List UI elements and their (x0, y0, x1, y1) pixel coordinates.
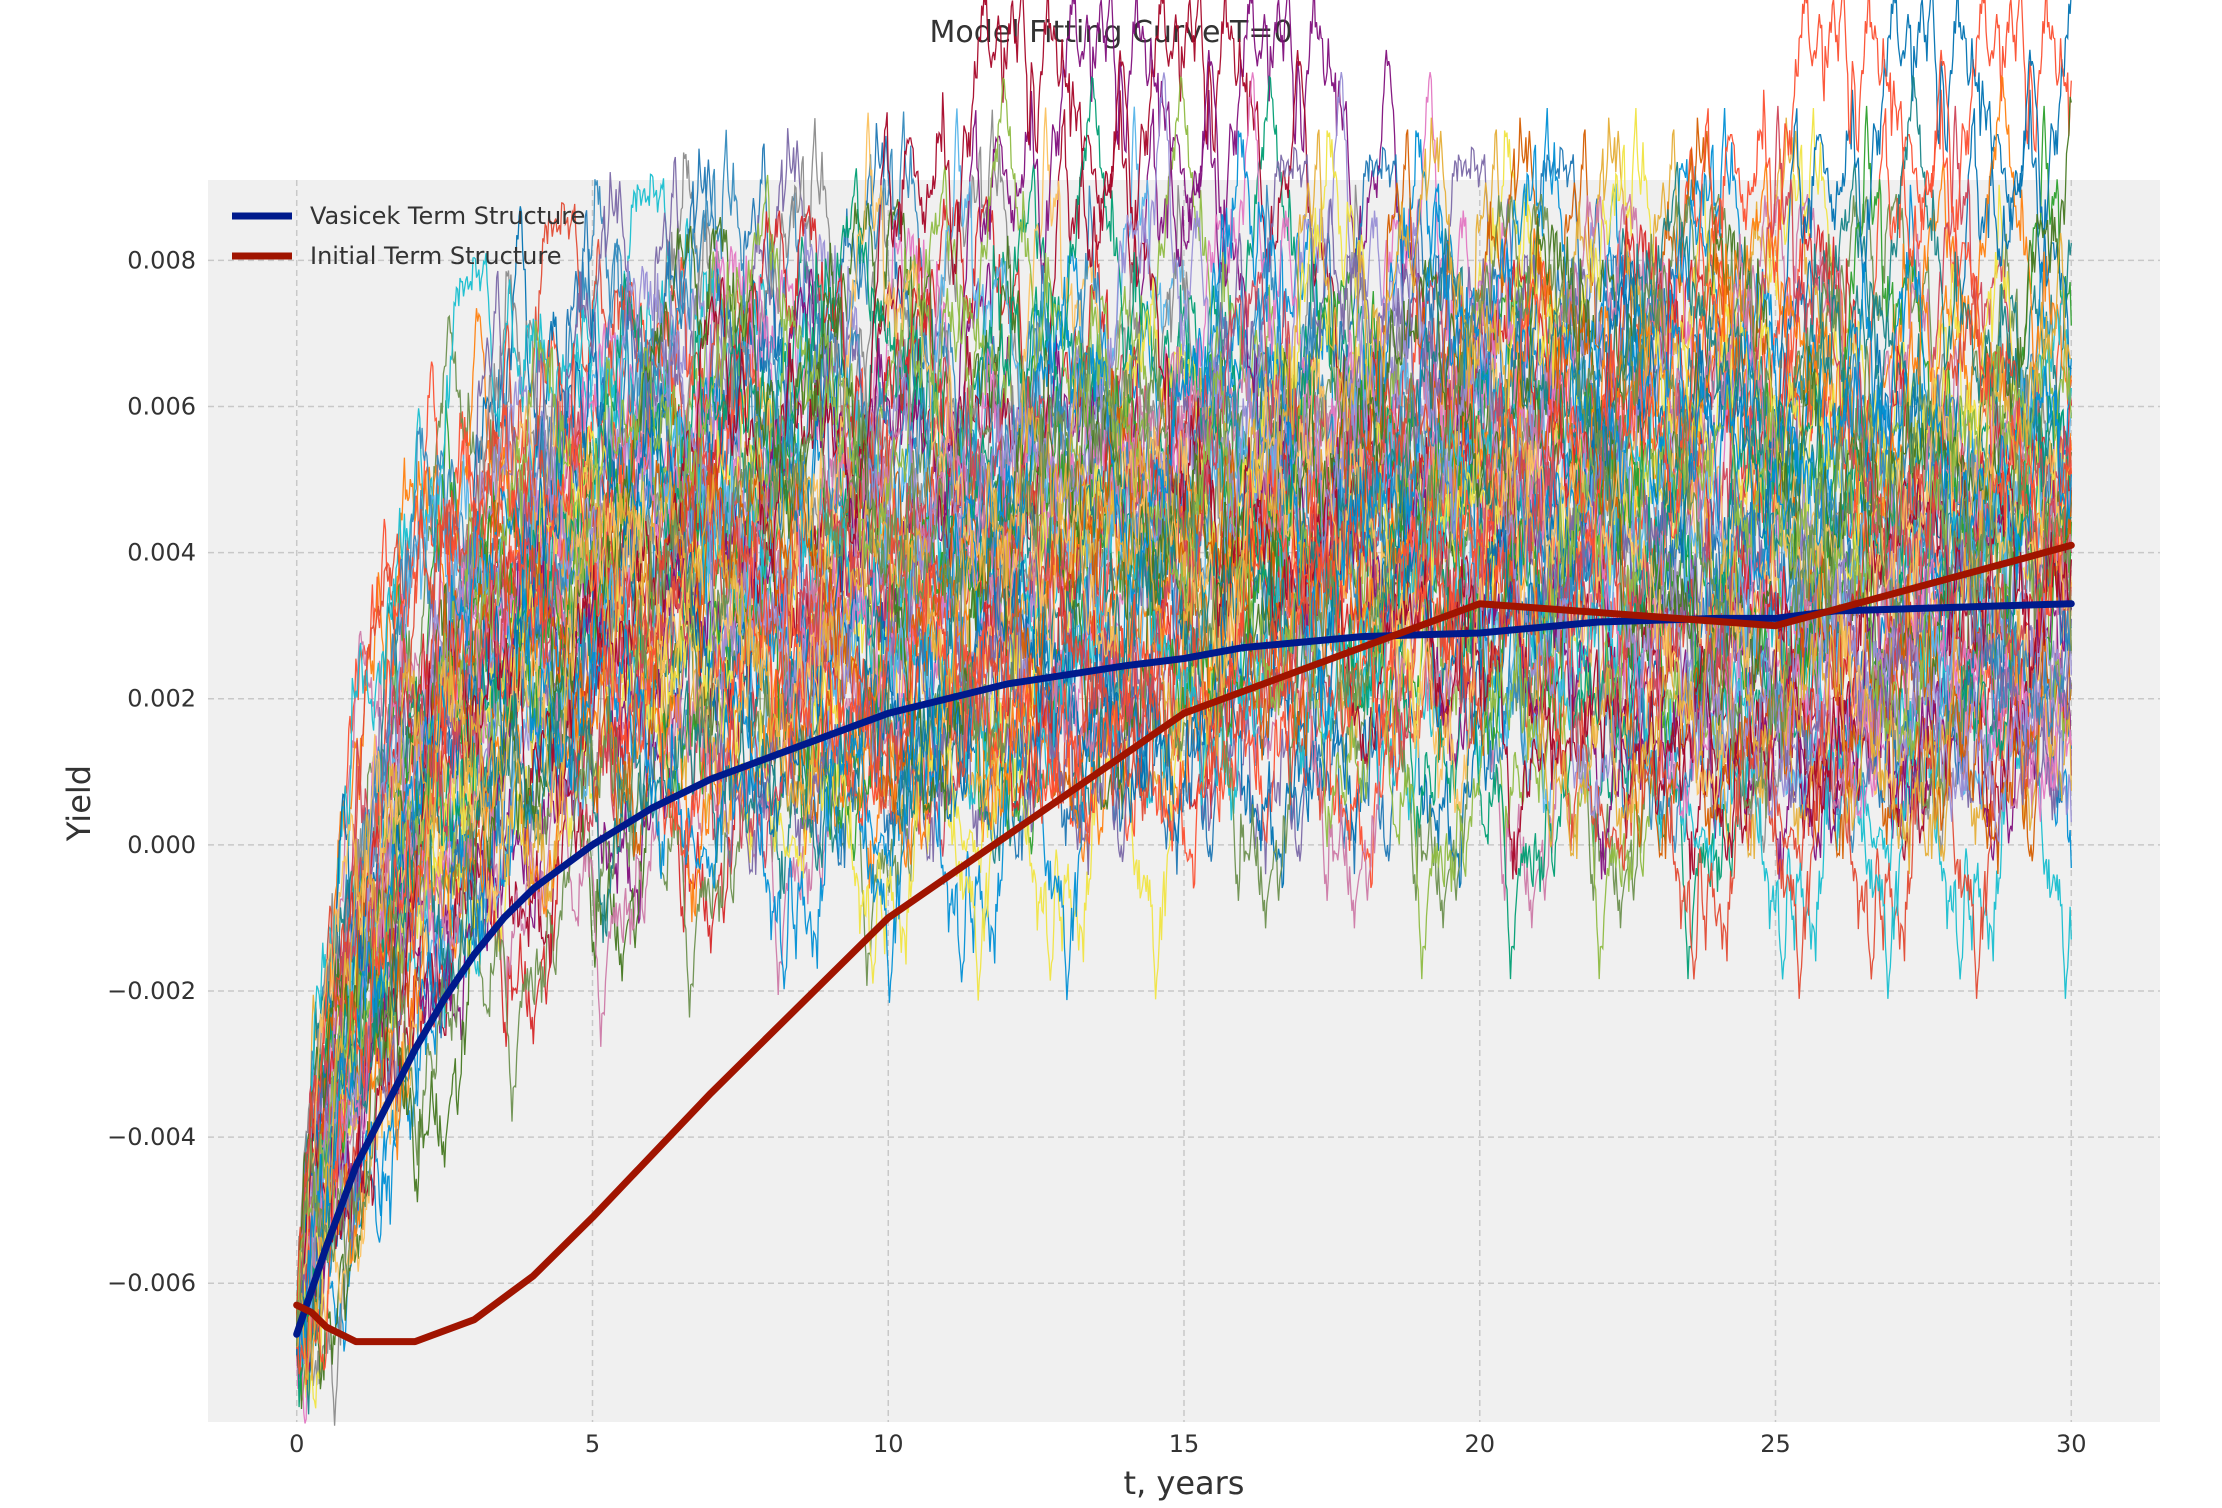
simulated-path (296, 0, 2072, 1380)
simulated-path (296, 76, 2072, 1339)
y-tick-label: −0.006 (107, 1269, 196, 1297)
y-tick-label: 0.000 (127, 831, 196, 859)
x-tick-label: 10 (873, 1430, 904, 1458)
y-tick-label: −0.004 (107, 1123, 196, 1151)
simulated-path (296, 193, 2072, 1347)
y-tick-label: 0.004 (127, 539, 196, 567)
x-tick-label: 5 (585, 1430, 600, 1458)
simulated-path (296, 253, 2072, 1343)
y-tick-label: 0.006 (127, 392, 196, 420)
y-axis-label: Yield (60, 765, 98, 842)
simulated-path (296, 202, 2072, 1347)
chart-title: Model Fitting Curve T=0 (929, 15, 1292, 50)
x-tick-label: 15 (1169, 1430, 1200, 1458)
legend-label-vasicek: Vasicek Term Structure (310, 202, 585, 230)
simulated-path (296, 107, 2072, 1362)
x-tick-label: 20 (1464, 1430, 1495, 1458)
simulated-path (296, 72, 2072, 1365)
x-tick-label: 30 (2056, 1430, 2087, 1458)
legend-label-initial: Initial Term Structure (310, 242, 561, 270)
y-tick-label: 0.002 (127, 685, 196, 713)
y-tick-label: 0.008 (127, 246, 196, 274)
x-axis-label: t, years (1124, 1464, 1245, 1502)
initial-term-structure-line (293, 541, 2075, 1346)
y-tick-label: −0.002 (107, 977, 196, 1005)
legend: Vasicek Term Structure Initial Term Stru… (232, 202, 585, 270)
simulated-path (296, 0, 2072, 1385)
term-structure-lines (293, 541, 2075, 1346)
x-tick-label: 0 (289, 1430, 304, 1458)
axis-ticks: 0 5 10 15 20 25 30 −0.006 −0.004 −0.002 0.000 0.002… (107, 246, 2086, 1458)
x-tick-label: 25 (1760, 1430, 1791, 1458)
simulated-path (296, 105, 2072, 1348)
simulated-path (296, 117, 2072, 1381)
simulated-path (296, 112, 2072, 1346)
simulated-path (296, 0, 2072, 1355)
simulated-paths (296, 0, 2072, 1426)
